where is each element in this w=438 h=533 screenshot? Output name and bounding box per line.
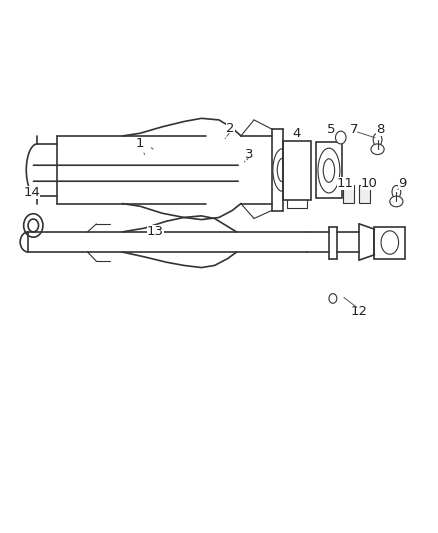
Ellipse shape [390,196,403,207]
Text: 4: 4 [293,127,301,140]
Bar [283,141,311,200]
Text: 3: 3 [244,148,254,162]
Bar [316,142,342,198]
Text: 9: 9 [398,177,406,190]
Text: 11: 11 [337,177,353,190]
Bar [359,185,370,203]
Ellipse shape [24,214,43,237]
Text: 12: 12 [351,305,367,318]
Ellipse shape [329,294,337,303]
Ellipse shape [336,131,346,144]
Ellipse shape [273,149,292,191]
Text: 1: 1 [136,138,145,155]
Bar [374,227,405,259]
Text: 7: 7 [350,123,358,136]
Text: 2: 2 [225,123,235,139]
Ellipse shape [371,144,384,155]
Text: 5: 5 [327,123,336,136]
Text: 13: 13 [147,225,164,238]
Bar [343,185,354,203]
Text: 14: 14 [23,187,40,199]
Text: 8: 8 [376,123,385,136]
Text: 10: 10 [361,177,378,190]
